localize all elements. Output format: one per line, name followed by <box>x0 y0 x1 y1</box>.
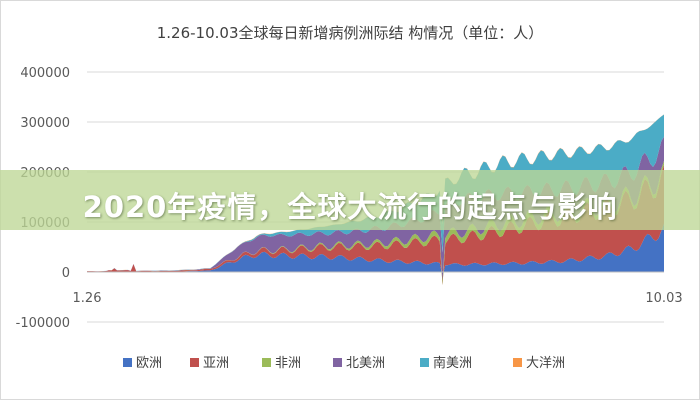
y-tick-label: 300000 <box>20 116 70 131</box>
legend-swatch-1 <box>190 358 199 367</box>
legend-label-1: 亚洲 <box>203 356 229 371</box>
legend-label-3: 北美洲 <box>346 356 385 371</box>
legend-label-5: 大洋洲 <box>526 356 565 371</box>
y-tick-label: 400000 <box>20 66 70 81</box>
legend-swatch-5 <box>513 358 522 367</box>
area-0 <box>87 223 664 276</box>
legend-swatch-2 <box>262 358 271 367</box>
legend-swatch-4 <box>420 358 429 367</box>
headline-text: 2020年疫情，全球大流行的起点与影响 <box>82 190 618 224</box>
y-tick-label: 0 <box>62 266 70 281</box>
legend-swatch-0 <box>123 358 132 367</box>
y-tick-label: -100000 <box>16 316 70 331</box>
headline-banner <box>0 170 700 230</box>
legend-swatch-3 <box>333 358 342 367</box>
legend-label-0: 欧洲 <box>136 356 162 371</box>
legend-label-4: 南美洲 <box>433 355 472 371</box>
legend-label-2: 非洲 <box>275 356 301 371</box>
area-1 <box>87 165 664 285</box>
x-tick-label-start: 1.26 <box>73 291 102 306</box>
x-tick-label-end: 10.03 <box>645 291 682 306</box>
chart-title: 1.26-10.03全球每日新增病例洲际结 构情况（单位：人） <box>156 24 544 42</box>
